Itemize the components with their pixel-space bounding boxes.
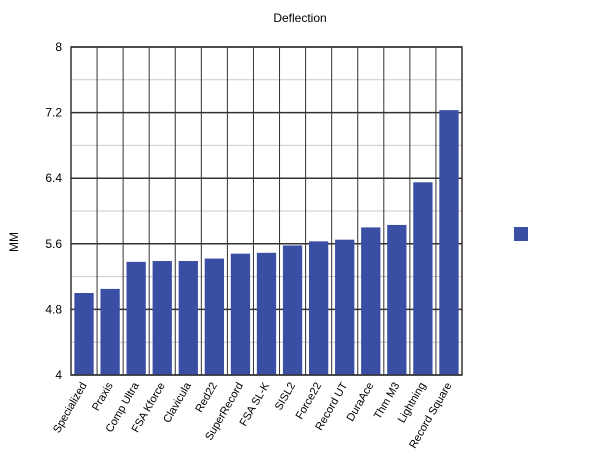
bar-praxis: [100, 288, 120, 375]
legend-swatch: [514, 227, 528, 241]
x-tick-label: SISL2: [273, 381, 298, 413]
legend: [514, 227, 528, 241]
y-tick-label: 4: [55, 368, 62, 382]
y-axis-label: MM: [7, 232, 21, 252]
y-tick-labels: 4 4.8 5.6 6.4 7.2 8: [45, 40, 62, 382]
plot-frame: [70, 46, 463, 376]
y-tick-label: 6.4: [45, 171, 62, 185]
bars: [74, 110, 459, 375]
y-tick-label: 5.6: [45, 237, 62, 251]
y-tick-label: 4.8: [45, 302, 62, 316]
bar-lightning: [413, 182, 433, 375]
bar-specialized: [74, 293, 94, 375]
y-tick-label: 7.2: [45, 106, 62, 120]
bar-fsa-sl-k: [256, 252, 277, 375]
bar-record-ut: [335, 239, 355, 375]
bar-duraace: [361, 227, 381, 375]
bar-red22: [204, 258, 225, 375]
chart-title: Deflection: [273, 11, 326, 25]
bar-fsa-kforce: [152, 261, 172, 375]
bar-record-square: [439, 110, 459, 375]
x-tick-label: Praxis: [90, 380, 116, 413]
bar-clavicula: [178, 261, 198, 375]
y-tick-label: 8: [55, 40, 62, 54]
plot-border: [70, 46, 463, 376]
x-tick-label: Specialized: [51, 381, 90, 436]
bar-force22: [308, 241, 329, 375]
bar-comp-ultra: [126, 261, 146, 375]
bar-thm-m3: [387, 224, 407, 375]
bar-superrecord: [230, 253, 251, 375]
bar-sisl2: [282, 245, 303, 375]
x-tick-label: Red22: [193, 381, 220, 415]
